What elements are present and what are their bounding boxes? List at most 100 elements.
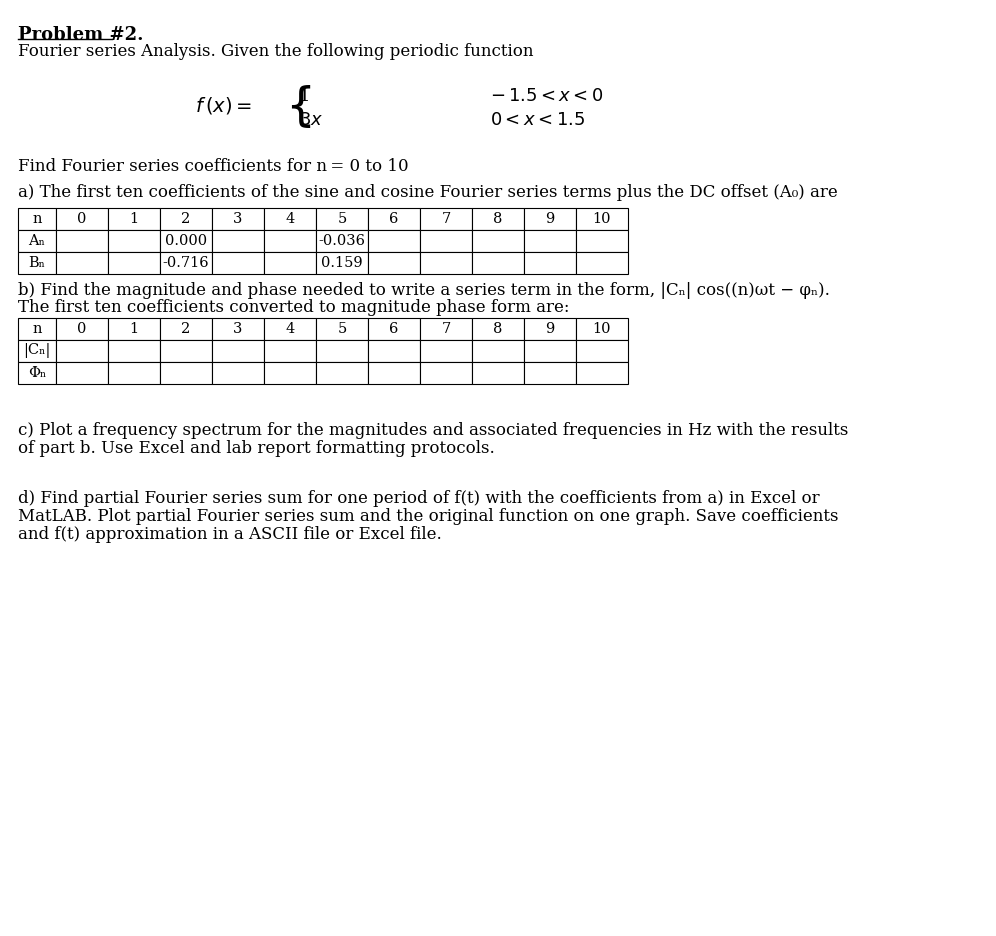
Bar bbox=[524, 208, 576, 230]
Bar bbox=[56, 340, 108, 362]
Bar bbox=[108, 230, 160, 252]
Text: 9: 9 bbox=[546, 322, 555, 336]
Bar bbox=[264, 252, 316, 274]
Text: 8: 8 bbox=[493, 322, 503, 336]
Text: 10: 10 bbox=[593, 322, 612, 336]
Bar bbox=[212, 318, 264, 340]
Bar bbox=[576, 208, 628, 230]
Bar bbox=[420, 252, 472, 274]
Text: -0.036: -0.036 bbox=[319, 234, 366, 248]
Text: b) Find the magnitude and phase needed to write a series term in the form, |Cₙ| : b) Find the magnitude and phase needed t… bbox=[18, 282, 830, 299]
Bar bbox=[212, 340, 264, 362]
Text: Φₙ: Φₙ bbox=[28, 366, 46, 380]
Bar bbox=[524, 362, 576, 384]
Bar bbox=[420, 208, 472, 230]
Bar bbox=[420, 340, 472, 362]
Bar bbox=[420, 318, 472, 340]
Bar bbox=[18, 252, 56, 274]
Bar bbox=[56, 252, 108, 274]
Bar bbox=[316, 252, 368, 274]
Text: a) The first ten coefficients of the sine and cosine Fourier series terms plus t: a) The first ten coefficients of the sin… bbox=[18, 184, 838, 201]
Text: 1: 1 bbox=[299, 87, 311, 105]
Text: and f(t) approximation in a ASCII file or Excel file.: and f(t) approximation in a ASCII file o… bbox=[18, 526, 442, 543]
Bar bbox=[316, 362, 368, 384]
Bar bbox=[472, 252, 524, 274]
Bar bbox=[264, 318, 316, 340]
Bar bbox=[316, 318, 368, 340]
Bar bbox=[160, 318, 212, 340]
Bar bbox=[316, 230, 368, 252]
Text: 9: 9 bbox=[546, 212, 555, 226]
Bar bbox=[18, 208, 56, 230]
Bar bbox=[420, 362, 472, 384]
Bar bbox=[212, 362, 264, 384]
Bar bbox=[212, 208, 264, 230]
Text: $0 < x < 1.5$: $0 < x < 1.5$ bbox=[490, 111, 586, 129]
Text: n: n bbox=[32, 212, 42, 226]
Text: 7: 7 bbox=[441, 322, 450, 336]
Bar bbox=[108, 362, 160, 384]
Text: 6: 6 bbox=[389, 212, 398, 226]
Bar bbox=[368, 362, 420, 384]
Bar bbox=[264, 208, 316, 230]
Bar bbox=[108, 340, 160, 362]
Text: Bₙ: Bₙ bbox=[29, 256, 46, 270]
Bar bbox=[368, 208, 420, 230]
Bar bbox=[108, 318, 160, 340]
Bar bbox=[18, 230, 56, 252]
Bar bbox=[472, 362, 524, 384]
Bar bbox=[472, 340, 524, 362]
Text: 2: 2 bbox=[181, 322, 190, 336]
Text: 6: 6 bbox=[389, 322, 398, 336]
Bar bbox=[160, 252, 212, 274]
Bar bbox=[472, 230, 524, 252]
Text: 2: 2 bbox=[181, 212, 190, 226]
Text: c) Plot a frequency spectrum for the magnitudes and associated frequencies in Hz: c) Plot a frequency spectrum for the mag… bbox=[18, 422, 849, 439]
Bar bbox=[18, 362, 56, 384]
Text: 3: 3 bbox=[233, 322, 243, 336]
Text: The first ten coefficients converted to magnitude phase form are:: The first ten coefficients converted to … bbox=[18, 299, 570, 316]
Text: of part b. Use Excel and lab report formatting protocols.: of part b. Use Excel and lab report form… bbox=[18, 440, 495, 457]
Bar bbox=[56, 362, 108, 384]
Bar bbox=[472, 318, 524, 340]
Text: 1: 1 bbox=[129, 322, 138, 336]
Bar bbox=[264, 230, 316, 252]
Bar bbox=[160, 208, 212, 230]
Text: 4: 4 bbox=[286, 212, 295, 226]
Bar bbox=[160, 362, 212, 384]
Text: n: n bbox=[32, 322, 42, 336]
Text: Problem #2.: Problem #2. bbox=[18, 26, 143, 44]
Text: $-\,1.5 < x < 0$: $-\,1.5 < x < 0$ bbox=[490, 87, 604, 105]
Text: 0: 0 bbox=[78, 212, 87, 226]
Text: 1: 1 bbox=[129, 212, 138, 226]
Text: 3: 3 bbox=[233, 212, 243, 226]
Bar bbox=[524, 340, 576, 362]
Bar bbox=[524, 252, 576, 274]
Bar bbox=[576, 252, 628, 274]
Text: MatLAB. Plot partial Fourier series sum and the original function on one graph. : MatLAB. Plot partial Fourier series sum … bbox=[18, 508, 839, 525]
Text: Aₙ: Aₙ bbox=[29, 234, 46, 248]
Bar bbox=[524, 318, 576, 340]
Text: 5: 5 bbox=[338, 322, 347, 336]
Text: 4: 4 bbox=[286, 322, 295, 336]
Bar bbox=[368, 230, 420, 252]
Bar bbox=[524, 230, 576, 252]
Bar bbox=[160, 230, 212, 252]
Text: 5: 5 bbox=[338, 212, 347, 226]
Bar bbox=[368, 340, 420, 362]
Bar bbox=[368, 318, 420, 340]
Bar bbox=[316, 340, 368, 362]
Text: |Cₙ|: |Cₙ| bbox=[23, 344, 51, 358]
Bar bbox=[212, 230, 264, 252]
Text: 7: 7 bbox=[441, 212, 450, 226]
Bar bbox=[576, 318, 628, 340]
Bar bbox=[368, 252, 420, 274]
Text: Fourier series Analysis. Given the following periodic function: Fourier series Analysis. Given the follo… bbox=[18, 43, 534, 60]
Text: -0.716: -0.716 bbox=[162, 256, 209, 270]
Bar bbox=[576, 340, 628, 362]
Text: $3x$: $3x$ bbox=[299, 111, 324, 129]
Bar bbox=[18, 340, 56, 362]
Text: 0.159: 0.159 bbox=[321, 256, 363, 270]
Bar bbox=[576, 362, 628, 384]
Bar bbox=[160, 340, 212, 362]
